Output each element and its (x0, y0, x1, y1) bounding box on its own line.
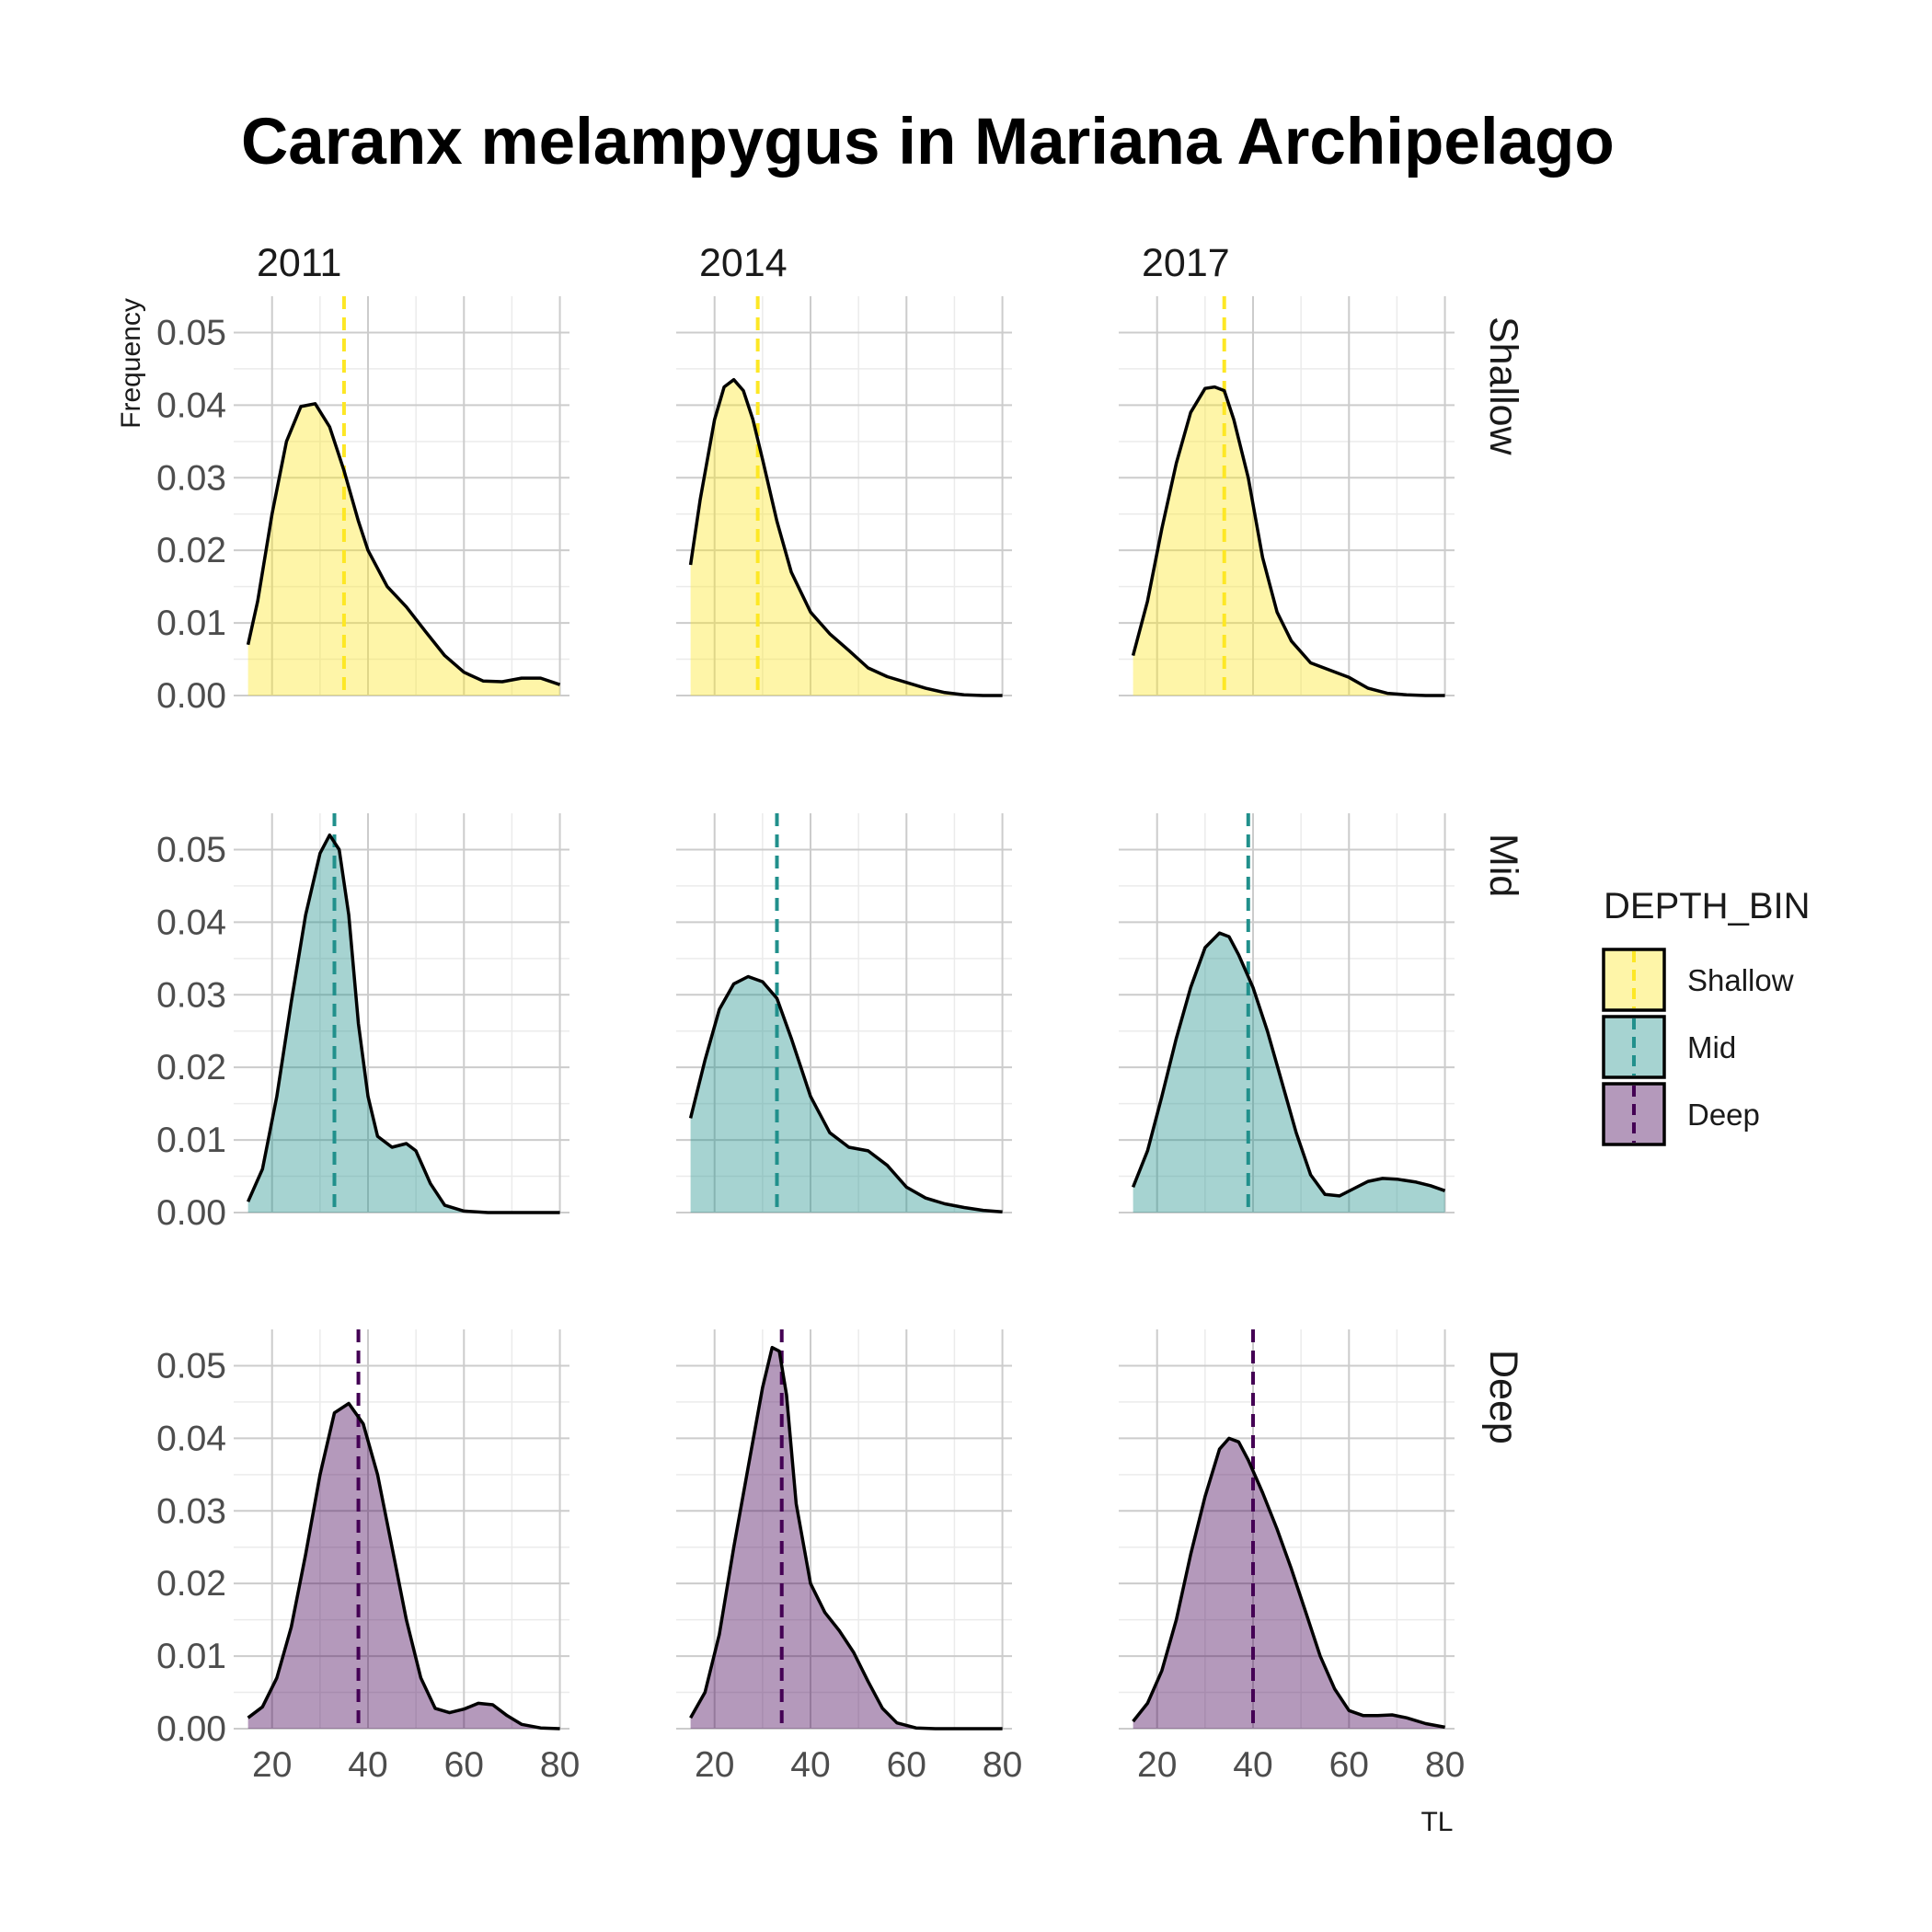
x-axis-title: TL (1420, 1807, 1453, 1837)
facet-label-depth-deep: Deep (1481, 1350, 1525, 1444)
y-tick-label: 0.02 (156, 1564, 226, 1604)
density-line (1131, 931, 1446, 1198)
density-area (690, 1347, 1003, 1729)
panel-2017-deep: 20 40 60 80 (1119, 1329, 1465, 1785)
y-tick-label: 0.01 (156, 1121, 226, 1160)
chart-title: Caranx melampygus in Mariana Archipelago (241, 106, 1615, 178)
y-tick-label: 0.04 (156, 385, 226, 425)
density-line (688, 377, 1003, 697)
x-tick-label: 60 (887, 1745, 926, 1785)
density-area (690, 976, 1003, 1213)
density-area (247, 403, 560, 696)
legend-label: Deep (1687, 1098, 1760, 1132)
y-tick-label: 0.04 (156, 903, 226, 942)
y-tick-label: 0.05 (156, 313, 226, 352)
panel-2011-shallow: 0.00 0.01 0.02 0.03 0.04 0.05 (156, 296, 569, 716)
panel-2014-mid (676, 813, 1012, 1213)
density-line (246, 833, 560, 1214)
x-tick-label: 20 (1137, 1745, 1177, 1785)
panel-2014-deep: 20 40 60 80 (676, 1329, 1022, 1785)
x-tick-label: 60 (444, 1745, 484, 1785)
facet-label-year-2014: 2014 (699, 241, 788, 285)
y-tick-label: 0.02 (156, 531, 226, 570)
legend-item-deep: Deep (1602, 1082, 1760, 1146)
panel-2017-mid (1119, 813, 1455, 1213)
x-tick-label: 60 (1329, 1745, 1369, 1785)
legend-item-shallow: Shallow (1602, 948, 1794, 1012)
facet-label-depth-shallow: Shallow (1481, 316, 1525, 456)
density-area (1133, 386, 1445, 696)
y-tick-label: 0.01 (156, 604, 226, 643)
y-tick-label: 0.01 (156, 1637, 226, 1676)
legend-title: DEPTH_BIN (1604, 886, 1811, 926)
y-tick-label: 0.03 (156, 975, 226, 1015)
y-axis-title: Frequency (116, 298, 146, 429)
panel-2014-shallow (676, 296, 1012, 697)
density-line (688, 974, 1003, 1213)
density-area (247, 1403, 560, 1729)
legend-item-mid: Mid (1602, 1015, 1736, 1079)
y-tick-label: 0.05 (156, 1346, 226, 1386)
density-area (1133, 1438, 1445, 1729)
facet-label-depth-mid: Mid (1481, 834, 1525, 897)
density-line (1132, 1436, 1445, 1730)
density-line (689, 1345, 1003, 1731)
y-tick-label: 0.00 (156, 676, 226, 716)
y-tick-label: 0.02 (156, 1048, 226, 1087)
x-tick-label: 80 (540, 1745, 580, 1785)
x-tick-label: 80 (1425, 1745, 1465, 1785)
x-tick-label: 20 (695, 1745, 734, 1785)
x-tick-label: 40 (348, 1745, 387, 1785)
density-line (247, 1401, 560, 1731)
x-tick-label: 80 (983, 1745, 1022, 1785)
x-tick-label: 20 (252, 1745, 292, 1785)
density-area (247, 834, 560, 1213)
x-tick-label: 40 (790, 1745, 830, 1785)
panel-2017-shallow (1119, 296, 1455, 697)
legend-label: Mid (1687, 1030, 1736, 1064)
y-tick-label: 0.00 (156, 1193, 226, 1233)
legend-label: Shallow (1687, 963, 1794, 997)
x-tick-label: 40 (1233, 1745, 1272, 1785)
density-area (1133, 933, 1445, 1213)
panel-2011-deep: 0.00 0.01 0.02 0.03 0.04 0.05 20 40 60 80 (156, 1329, 580, 1785)
density-area (690, 379, 1003, 696)
y-tick-label: 0.03 (156, 458, 226, 498)
density-line (246, 402, 561, 686)
facet-label-year-2017: 2017 (1142, 241, 1230, 285)
panel-2011-mid: 0.00 0.01 0.02 0.03 0.04 0.05 (156, 813, 569, 1233)
legend: Shallow Mid Deep (1602, 948, 1794, 1146)
y-tick-label: 0.05 (156, 830, 226, 869)
y-tick-label: 0.03 (156, 1491, 226, 1531)
facet-label-year-2011: 2011 (257, 241, 341, 285)
y-tick-label: 0.00 (156, 1709, 226, 1749)
facet-panels: 2011 2014 2017ShallowMidDeep0.000.010.020.… (156, 241, 1525, 1785)
density-line (1131, 385, 1445, 697)
y-tick-label: 0.04 (156, 1419, 226, 1458)
